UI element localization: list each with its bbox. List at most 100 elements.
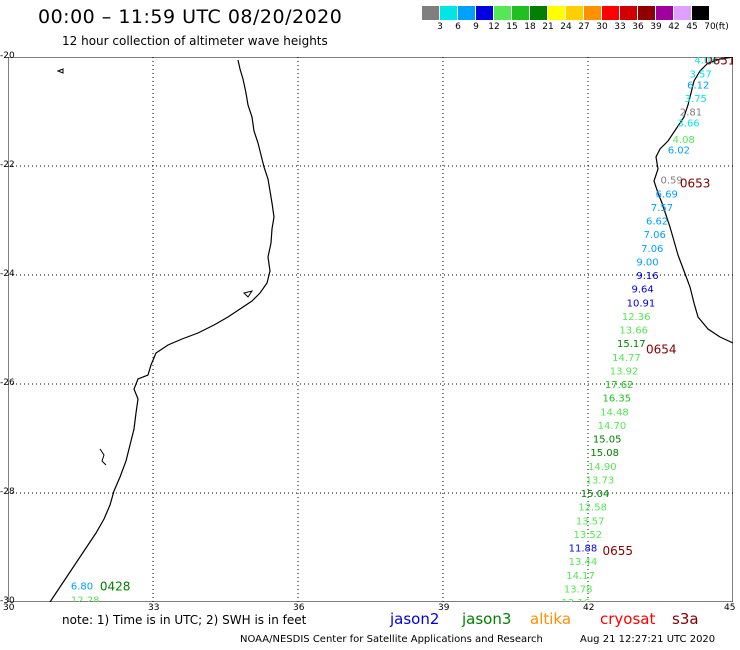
legend-label: 36	[632, 22, 644, 32]
wave-height-reading: 3.66	[677, 118, 699, 129]
legend-label: 70	[704, 22, 716, 32]
legend-swatch	[656, 6, 673, 20]
longitude-tick-label: 33	[148, 603, 160, 613]
legend-swatch	[440, 6, 457, 20]
map-subtitle: 12 hour collection of altimeter wave hei…	[62, 34, 328, 48]
legend-swatch	[530, 6, 547, 20]
map-title: 00:00 – 11:59 UTC 08/20/2020	[38, 6, 343, 28]
wave-height-reading: 6.80	[71, 582, 93, 593]
legend-label: 9	[473, 22, 479, 32]
latitude-tick-label: -26	[0, 378, 15, 388]
wave-height-reading: 2.81	[680, 108, 702, 119]
legend-label: 45	[686, 22, 698, 32]
wave-height-reading: 15.05	[593, 435, 622, 446]
longitude-tick-label: 30	[3, 603, 15, 613]
pass-time-label: 0653	[680, 176, 711, 190]
legend-unit: (ft)	[715, 22, 729, 32]
wave-height-reading: 14.17	[566, 571, 595, 582]
pass-time-label: 0655	[603, 544, 634, 558]
longitude-tick-label: 39	[438, 603, 450, 613]
wave-height-reading: 4.08	[694, 57, 716, 67]
observation-labels: 4.083.576.123.752.813.664.086.020.596.69…	[71, 57, 733, 602]
satellite-label: jason2	[390, 610, 440, 628]
wave-height-reading: 13.52	[574, 530, 603, 541]
legend-swatch	[494, 6, 511, 20]
legend-swatch	[458, 6, 475, 20]
footnote: note: 1) Time is in UTC; 2) SWH is in fe…	[62, 613, 307, 627]
wave-height-reading: 9.00	[636, 257, 658, 268]
legend-label: 21	[542, 22, 554, 32]
wave-height-reading: 13.44	[569, 557, 598, 568]
wave-height-reading: 16.35	[603, 394, 632, 405]
wave-height-reading: 13.16	[561, 598, 590, 602]
latitude-tick-label: -20	[0, 51, 15, 61]
wave-height-reading: 10.91	[627, 298, 656, 309]
wave-height-reading: 14.90	[588, 462, 617, 473]
wave-height-reading: 7.06	[644, 230, 666, 241]
wave-height-reading: 12.36	[622, 312, 651, 323]
wave-height-reading: 6.12	[687, 80, 709, 91]
legend-swatch	[674, 6, 691, 20]
wave-height-reading: 13.92	[610, 366, 639, 377]
wave-height-reading: 12.58	[578, 503, 607, 514]
map-frame	[8, 57, 733, 602]
legend-swatch	[584, 6, 601, 20]
wave-height-reading: 9.16	[636, 271, 658, 282]
wave-height-reading: 7.57	[651, 203, 673, 214]
pass-time-label: 0428	[100, 580, 131, 594]
wave-height-reading: 11.88	[569, 544, 598, 555]
wave-height-reading: 4.08	[673, 135, 695, 146]
wave-height-reading: 6.62	[646, 217, 668, 228]
latitude-tick-label: -28	[0, 487, 15, 497]
wave-height-reading: 9.64	[632, 285, 654, 296]
wave-height-reading: 15.04	[581, 489, 610, 500]
wave-height-reading: 15.17	[617, 339, 646, 350]
wave-height-reading: 17.62	[605, 380, 634, 391]
legend-label: 33	[614, 22, 626, 32]
generated-timestamp: Aug 21 12:27:21 UTC 2020	[580, 634, 716, 645]
legend-swatch	[476, 6, 493, 20]
legend-label: 18	[524, 22, 536, 32]
satellite-label: jason3	[462, 610, 512, 628]
longitude-tick-label: 45	[724, 603, 736, 613]
pass-time-label: 0654	[646, 343, 677, 357]
credit-line: NOAA/NESDIS Center for Satellite Applica…	[240, 634, 543, 645]
africa-coastline	[49, 59, 275, 602]
wave-height-reading: 13.78	[564, 584, 593, 595]
legend-swatch	[692, 6, 709, 20]
legend-label: 27	[578, 22, 590, 32]
legend-swatch	[620, 6, 637, 20]
wave-height-reading: 14.77	[612, 353, 641, 364]
legend-swatch	[422, 6, 439, 20]
wave-height-reading: 12.28	[71, 595, 100, 602]
island-speck	[243, 290, 254, 298]
wave-height-reading: 15.08	[590, 448, 619, 459]
satellite-label: s3a	[672, 610, 699, 628]
wave-height-map: 4.083.576.123.752.813.664.086.020.596.69…	[8, 57, 733, 602]
legend-label: 42	[668, 22, 680, 32]
legend-swatch	[548, 6, 565, 20]
legend-swatch	[638, 6, 655, 20]
pass-time-label: 0651	[705, 57, 733, 68]
island-speck	[99, 448, 107, 466]
wave-height-reading: 6.02	[668, 146, 690, 157]
longitude-tick-label: 36	[293, 603, 305, 613]
latitude-tick-label: -24	[0, 269, 15, 279]
wave-height-reading: 13.73	[586, 475, 615, 486]
latitude-tick-label: -30	[0, 596, 15, 606]
legend-label: 12	[488, 22, 500, 32]
legend-swatch	[512, 6, 529, 20]
wave-height-reading: 3.57	[690, 69, 712, 80]
madagascar-coastline	[653, 57, 733, 344]
legend-label: 3	[437, 22, 443, 32]
wave-height-reading: 13.57	[576, 516, 605, 527]
legend-label: 39	[650, 22, 662, 32]
satellite-label: altika	[530, 610, 572, 628]
map-gridlines	[8, 57, 733, 602]
wave-height-reading: 14.70	[598, 421, 627, 432]
legend-swatch	[566, 6, 583, 20]
longitude-tick-label: 42	[583, 603, 595, 613]
latitude-tick-label: -22	[0, 160, 15, 170]
wave-height-reading: 14.48	[600, 407, 629, 418]
legend-label: 24	[560, 22, 572, 32]
